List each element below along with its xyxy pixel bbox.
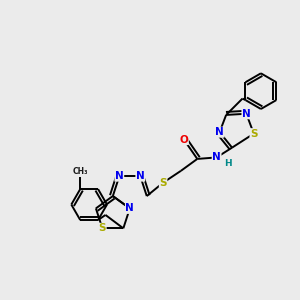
Text: O: O (179, 135, 188, 145)
Text: CH₃: CH₃ (73, 167, 88, 176)
Text: N: N (212, 152, 221, 162)
Text: S: S (250, 129, 257, 139)
Text: H: H (224, 160, 232, 169)
Text: S: S (159, 178, 167, 188)
Text: N: N (242, 109, 251, 119)
Text: S: S (99, 223, 106, 233)
Text: N: N (136, 171, 145, 181)
Text: N: N (115, 171, 124, 181)
Text: N: N (125, 203, 134, 213)
Text: N: N (215, 127, 224, 137)
